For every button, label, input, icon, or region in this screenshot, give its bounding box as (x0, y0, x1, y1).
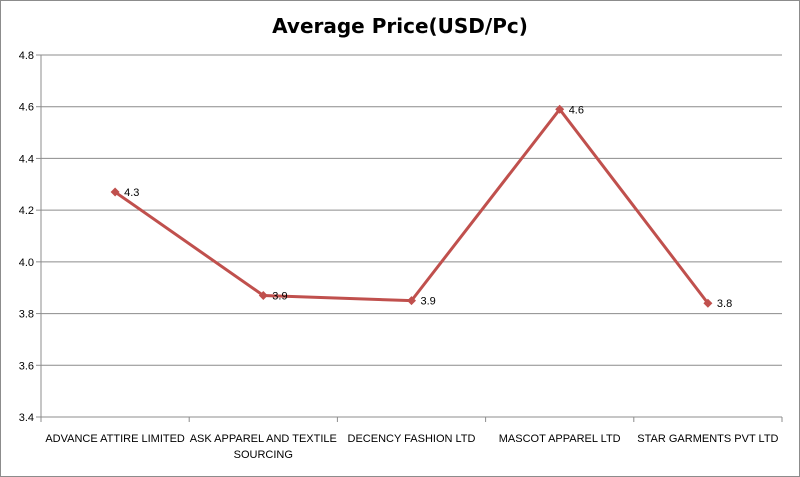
y-tick-label: 4.8 (19, 50, 34, 62)
x-category-label: ASK APPAREL AND TEXTILE SOURCING (190, 433, 337, 461)
data-label: 3.9 (272, 290, 287, 302)
y-tick-label: 4.4 (19, 153, 34, 165)
chart-title: Average Price(USD/Pc) (272, 14, 528, 38)
data-label: 3.8 (717, 298, 732, 310)
data-label: 3.9 (421, 296, 436, 308)
data-point-marker (110, 187, 120, 197)
data-label: 4.3 (124, 187, 139, 199)
x-category-label: MASCOT APPAREL LTD (499, 433, 621, 445)
y-tick-label: 4.2 (19, 205, 34, 217)
data-point-marker (703, 298, 713, 308)
data-label: 4.6 (569, 104, 584, 116)
y-tick-label: 4.6 (19, 102, 34, 114)
data-point-marker (258, 290, 268, 300)
y-tick-label: 4.0 (19, 257, 34, 269)
data-point-marker (407, 296, 416, 306)
series-line (114, 107, 710, 305)
y-tick-label: 3.4 (19, 412, 34, 424)
x-category-label: STAR GARMENTS PVT LTD (637, 433, 778, 445)
data-point-marker (555, 104, 565, 114)
y-tick-label: 3.6 (19, 360, 34, 372)
y-tick-label: 3.8 (19, 309, 34, 321)
x-category-label: DECENCY FASHION LTD (348, 433, 476, 445)
x-category-label: ADVANCE ATTIRE LIMITED (45, 433, 185, 445)
